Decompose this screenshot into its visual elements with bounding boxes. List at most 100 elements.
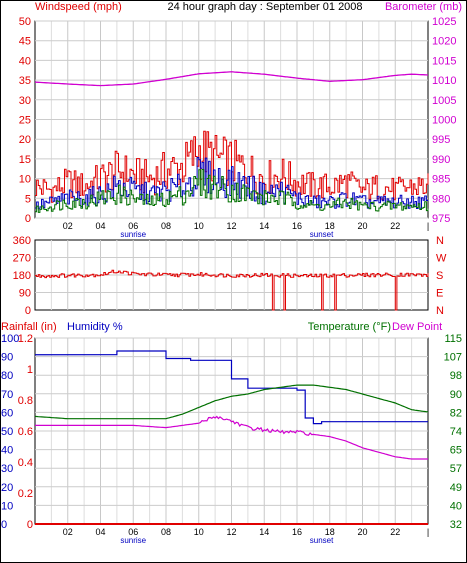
rain-tick-label: 0.2 (18, 488, 33, 500)
temperature-tick-label: 65 (450, 445, 462, 457)
humidity-tick-label: 10 (1, 500, 13, 512)
x-tick-label: 02 (63, 527, 73, 537)
x-tick-label: 22 (390, 527, 400, 537)
direction-tick-label: 90 (19, 288, 31, 300)
temperature-axis-title: Temperature (°F) (308, 321, 391, 333)
x-tick-label: 20 (357, 527, 367, 537)
left-tick-label: 15 (19, 154, 31, 166)
rain-tick-label: 0.6 (18, 426, 33, 438)
direction-tick-label: 0 (25, 305, 31, 317)
rain-tick-label: 1.2 (18, 333, 33, 345)
temperature-tick-label: 49 (450, 482, 462, 494)
temperature-tick-label: 74 (450, 426, 462, 438)
humidity-tick-label: 40 (1, 445, 13, 457)
x-tick-label: | (427, 221, 429, 231)
rain-axis-title: Rainfall (in) (1, 321, 57, 333)
rain-tick-label: 0.4 (18, 457, 33, 469)
x-tick-label: 10 (194, 221, 204, 231)
left-tick-label: 45 (19, 36, 31, 48)
x-tick-label: 18 (325, 527, 335, 537)
temperature-tick-label: 57 (450, 463, 462, 475)
rain-tick-label: 0 (27, 519, 33, 531)
right-tick-label: 995 (432, 134, 450, 146)
left-tick-label: 0 (25, 213, 31, 225)
left-axis-title: Windspeed (mph) (35, 1, 122, 13)
x-tick-label: 02 (63, 221, 73, 231)
sun-label: sunset (310, 536, 334, 545)
direction-tick-label: 360 (13, 235, 31, 247)
humidity-tick-label: 20 (1, 482, 13, 494)
series-line (35, 130, 429, 203)
x-tick-label: 08 (161, 221, 171, 231)
x-tick-label: 22 (390, 221, 400, 231)
left-tick-label: 5 (25, 193, 31, 205)
temperature-tick-label: 107 (444, 352, 462, 364)
x-tick-label: 20 (357, 221, 367, 231)
x-tick-label: 04 (95, 221, 105, 231)
series-line (35, 269, 429, 311)
temperature-tick-label: 82 (450, 407, 462, 419)
left-tick-label: 30 (19, 95, 31, 107)
x-tick-label: 08 (161, 527, 171, 537)
humidity-tick-label: 100 (1, 333, 19, 345)
right-tick-label: 1010 (432, 75, 456, 87)
humidity-tick-label: 60 (1, 407, 13, 419)
temperature-tick-label: 98 (450, 370, 462, 382)
x-tick-label: 04 (95, 527, 105, 537)
temperature-tick-label: 90 (450, 389, 462, 401)
right-tick-label: 1000 (432, 115, 456, 127)
sun-label: sunset (310, 230, 334, 239)
sun-label: sunrise (120, 536, 146, 545)
humidity-tick-label: 50 (1, 426, 13, 438)
compass-label: S (436, 270, 443, 282)
series-line (34, 71, 429, 87)
sun-label: sunrise (120, 230, 146, 239)
x-tick-label: 06 (128, 221, 138, 231)
x-tick-label: 10 (194, 527, 204, 537)
humidity-axis-title: Humidity % (67, 321, 123, 333)
x-tick-label: 06 (128, 527, 138, 537)
compass-label: E (436, 288, 443, 300)
series-line (34, 350, 428, 425)
x-tick-label: 14 (259, 527, 269, 537)
series-line (35, 169, 429, 213)
right-tick-label: 980 (432, 193, 450, 205)
left-tick-label: 25 (19, 115, 31, 127)
x-tick-label: 12 (226, 527, 236, 537)
dewpoint-axis-title: Dew Point (392, 321, 442, 333)
right-tick-label: 1005 (432, 95, 456, 107)
humidity-tick-label: 90 (1, 352, 13, 364)
humidity-tick-label: 80 (1, 370, 13, 382)
series-line (35, 157, 429, 210)
right-tick-label: 990 (432, 154, 450, 166)
humidity-tick-label: 0 (1, 519, 7, 531)
compass-label: W (436, 253, 447, 265)
x-tick-label: 14 (259, 221, 269, 231)
right-axis-title: Barometer (mb) (385, 1, 462, 13)
series-line (35, 415, 428, 460)
humidity-tick-label: 70 (1, 389, 13, 401)
direction-tick-label: 180 (13, 270, 31, 282)
left-tick-label: 40 (19, 55, 31, 67)
x-tick-label: 12 (226, 221, 236, 231)
humidity-tick-label: 30 (1, 463, 13, 475)
right-tick-label: 985 (432, 174, 450, 186)
right-tick-label: 1020 (432, 36, 456, 48)
series-line (34, 384, 429, 420)
temperature-tick-label: 40 (450, 500, 462, 512)
right-tick-label: 1015 (432, 55, 456, 67)
rain-tick-label: 0.8 (18, 395, 33, 407)
temperature-tick-label: 32 (450, 519, 462, 531)
x-tick-label: 16 (292, 221, 302, 231)
left-tick-label: 20 (19, 134, 31, 146)
compass-label: N (436, 235, 444, 247)
x-tick-label: 18 (325, 221, 335, 231)
rain-tick-label: 1 (27, 364, 33, 376)
chart-title: 24 hour graph day : September 01 2008 (167, 1, 362, 13)
right-tick-label: 1025 (432, 16, 456, 28)
left-tick-label: 35 (19, 75, 31, 87)
x-tick-label: 16 (292, 527, 302, 537)
temperature-tick-label: 115 (444, 333, 462, 345)
right-tick-label: 975 (432, 213, 450, 225)
